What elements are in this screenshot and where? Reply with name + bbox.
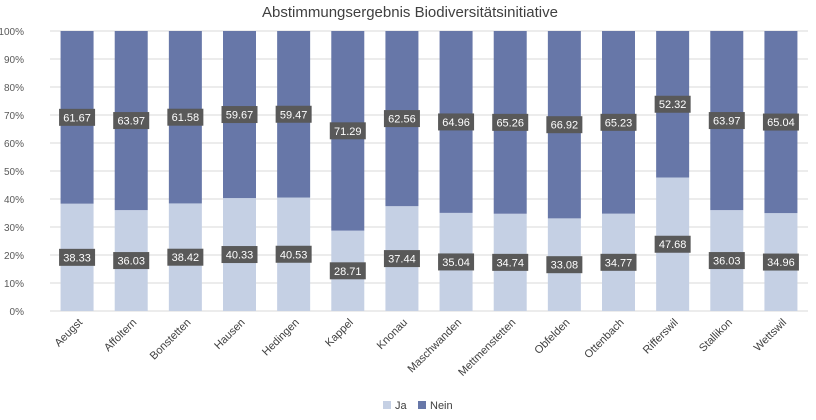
data-label: 59.67: [226, 110, 254, 122]
legend-label-ja: Ja: [395, 400, 408, 412]
data-label: 65.23: [605, 117, 633, 129]
y-tick-label: 10%: [4, 279, 24, 290]
data-label: 62.56: [388, 114, 416, 126]
data-label-box: [59, 248, 96, 266]
x-tick-label: Maschwanden: [406, 317, 465, 376]
data-label-box: [492, 113, 529, 131]
data-label: 63.97: [713, 116, 741, 128]
data-label: 52.32: [659, 99, 687, 111]
data-label: 40.53: [280, 249, 308, 261]
data-label: 66.92: [551, 120, 579, 132]
data-label-box: [167, 248, 204, 266]
x-tick-label: Knonau: [375, 317, 410, 352]
x-tick-label: Hedingen: [260, 317, 302, 359]
data-label-box: [708, 112, 745, 130]
data-label: 38.33: [63, 252, 91, 264]
data-label-box: [492, 253, 529, 271]
x-tick-label: Obfelden: [532, 317, 572, 357]
x-axis: Aeugst Affoltern Bonstetten Hausen Hedingen K…: [52, 317, 789, 379]
x-tick-label: Ottenbach: [582, 317, 626, 361]
data-label-box: [221, 246, 258, 264]
data-label: 65.04: [767, 117, 795, 129]
legend-swatch-ja: [383, 401, 391, 409]
x-tick-label: Kappel: [323, 317, 356, 350]
data-label: 36.03: [117, 256, 145, 268]
x-tick-label: Hausen: [212, 317, 247, 352]
data-label-box: [600, 113, 637, 131]
x-tick-label: Aeugst: [52, 317, 85, 350]
legend-swatch-nein: [418, 401, 426, 409]
data-label: 34.74: [496, 257, 524, 269]
data-label-box: [600, 253, 637, 271]
y-tick-label: 20%: [4, 251, 24, 262]
data-label: 36.03: [713, 256, 741, 268]
data-label: 64.96: [442, 117, 470, 129]
data-label-box: [59, 108, 96, 126]
data-label-box: [167, 108, 204, 126]
data-label-box: [546, 116, 583, 134]
x-tick-label: Rifferswil: [641, 317, 681, 357]
x-tick-label: Bonstetten: [148, 317, 194, 363]
data-label: 65.26: [496, 117, 524, 129]
y-tick-label: 70%: [4, 111, 24, 122]
data-labels: 38.33 61.67 36.03 63.97 38.42 61.58 40.33 59.67…: [59, 95, 799, 280]
data-label-box: [762, 113, 799, 131]
data-label: 38.42: [172, 252, 200, 264]
data-label: 35.04: [442, 257, 470, 269]
data-label: 61.67: [63, 112, 91, 124]
data-label-box: [113, 112, 150, 130]
legend: Ja Nein: [383, 400, 453, 412]
data-label-box: [438, 113, 475, 131]
data-label-box: [654, 235, 691, 253]
data-label: 71.29: [334, 126, 362, 138]
data-label-box: [383, 250, 420, 268]
data-label: 28.71: [334, 266, 362, 278]
y-tick-label: 80%: [4, 83, 24, 94]
x-tick-label: Wettswil: [752, 317, 789, 354]
data-label: 59.47: [280, 109, 308, 121]
y-axis: 0% 10% 20% 30% 40% 50% 60% 70% 80% 90% 100%: [0, 27, 24, 318]
data-label-box: [383, 110, 420, 128]
y-tick-label: 50%: [4, 167, 24, 178]
data-label: 34.77: [605, 257, 633, 269]
x-tick-label: Affoltern: [102, 317, 139, 354]
data-label: 34.96: [767, 257, 795, 269]
y-tick-label: 30%: [4, 223, 24, 234]
y-tick-label: 0%: [10, 307, 25, 318]
legend-label-nein: Nein: [430, 400, 453, 412]
y-tick-label: 100%: [0, 27, 24, 38]
data-label: 61.58: [172, 112, 200, 124]
data-label: 47.68: [659, 239, 687, 251]
y-tick-label: 90%: [4, 55, 24, 66]
data-label-box: [762, 253, 799, 271]
data-label: 40.33: [226, 250, 254, 262]
gridlines: [50, 30, 808, 312]
data-label-box: [654, 95, 691, 113]
x-tick-label: Mettmenstetten: [456, 317, 518, 379]
data-label-box: [275, 105, 312, 123]
data-label: 63.97: [117, 116, 145, 128]
data-label-box: [438, 253, 475, 271]
data-label-box: [275, 245, 312, 263]
x-tick-label: Stallikon: [697, 317, 735, 355]
chart-title: Abstimmungsergebnis Biodiversitätsinitia…: [262, 4, 558, 21]
data-label-box: [113, 252, 150, 270]
data-label-box: [329, 262, 366, 280]
y-tick-label: 40%: [4, 195, 24, 206]
y-tick-label: 60%: [4, 139, 24, 150]
data-label-box: [329, 122, 366, 140]
data-label-box: [546, 256, 583, 274]
data-label: 37.44: [388, 254, 416, 266]
data-label: 33.08: [551, 260, 579, 272]
data-label-box: [708, 252, 745, 270]
data-label-box: [221, 106, 258, 124]
